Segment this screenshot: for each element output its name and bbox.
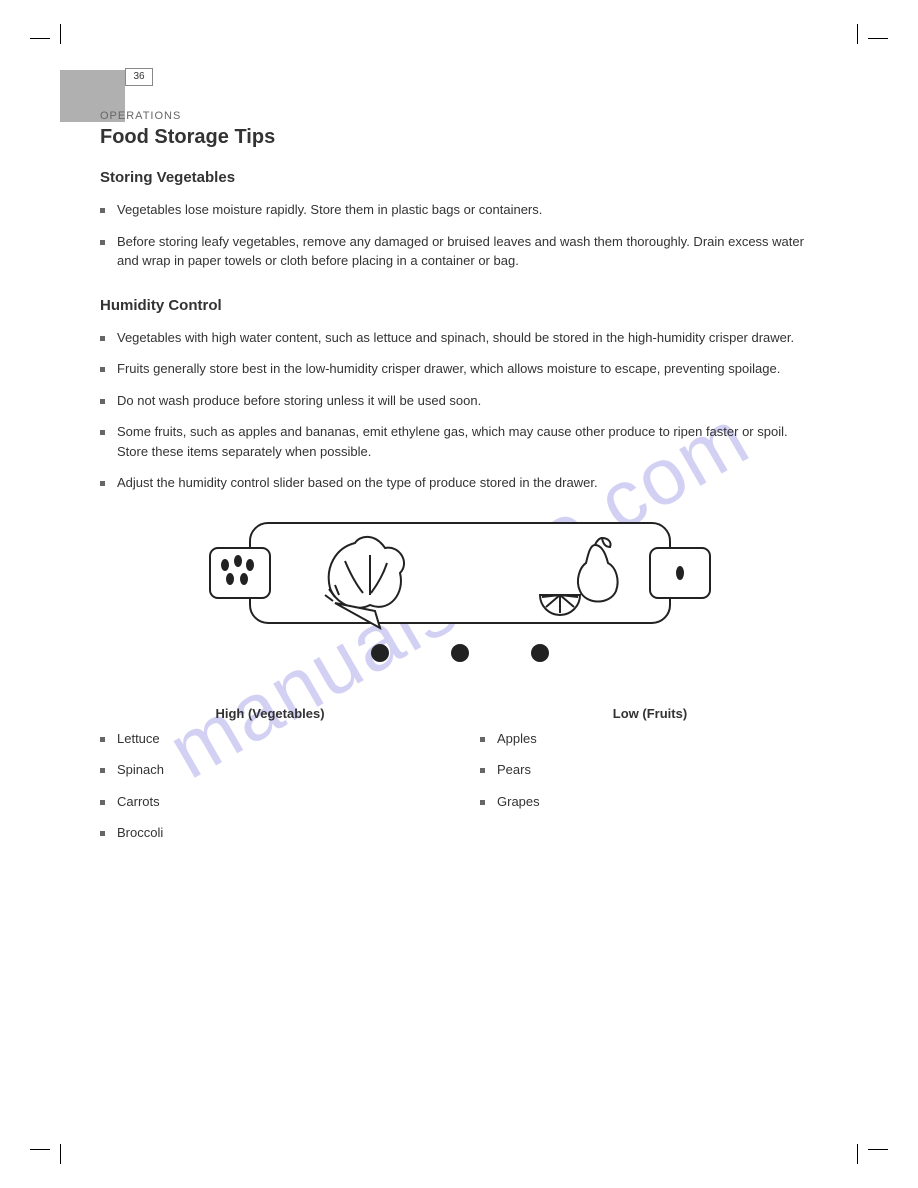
crop-mark	[857, 1144, 858, 1164]
produce-columns: High (Vegetables) Lettuce Spinach Carrots B…	[100, 706, 820, 855]
list-item: Vegetables lose moisture rapidly. Store …	[100, 200, 820, 220]
diagram-svg	[180, 513, 740, 683]
bullet-text: Spinach	[117, 760, 440, 780]
bullet-icon	[100, 831, 105, 836]
bullet-icon	[100, 481, 105, 486]
crop-mark	[868, 38, 888, 39]
list-item: Lettuce	[100, 729, 440, 749]
bullet-text: Lettuce	[117, 729, 440, 749]
bullet-icon	[100, 768, 105, 773]
bullet-text: Broccoli	[117, 823, 440, 843]
bullet-text: Apples	[497, 729, 820, 749]
bullet-icon	[480, 768, 485, 773]
bullet-icon	[480, 737, 485, 742]
bullet-text: Grapes	[497, 792, 820, 812]
column-low: Low (Fruits) Apples Pears Grapes	[480, 706, 820, 855]
subsection-heading: Storing Vegetables	[100, 169, 820, 186]
bullet-icon	[100, 399, 105, 404]
bullet-icon	[100, 367, 105, 372]
bullet-icon	[480, 800, 485, 805]
bullet-list-2: Vegetables with high water content, such…	[100, 328, 820, 493]
bullet-icon	[100, 336, 105, 341]
bullet-list-1: Vegetables lose moisture rapidly. Store …	[100, 200, 820, 271]
bullet-icon	[100, 240, 105, 245]
humidity-diagram	[100, 513, 820, 686]
list-item: Broccoli	[100, 823, 440, 843]
bullet-icon	[100, 430, 105, 435]
column-header-low: Low (Fruits)	[480, 706, 820, 721]
crop-mark	[60, 1144, 61, 1164]
list-item: Carrots	[100, 792, 440, 812]
page-number-badge: 36	[125, 68, 153, 86]
page-content: OPERATIONS Food Storage Tips Storing Veg…	[100, 110, 820, 855]
list-item: Vegetables with high water content, such…	[100, 328, 820, 348]
bullet-icon	[100, 208, 105, 213]
list-item: Some fruits, such as apples and bananas,…	[100, 422, 820, 461]
list-item: Do not wash produce before storing unles…	[100, 391, 820, 411]
crop-mark	[60, 24, 61, 44]
crop-mark	[30, 38, 50, 39]
bullet-icon	[100, 800, 105, 805]
list-item: Before storing leafy vegetables, remove …	[100, 232, 820, 271]
bullet-text: Vegetables lose moisture rapidly. Store …	[117, 200, 820, 220]
list-item: Pears	[480, 760, 820, 780]
crop-mark	[857, 24, 858, 44]
column-list-low: Apples Pears Grapes	[480, 729, 820, 812]
section-title: Food Storage Tips	[100, 126, 820, 149]
list-item: Spinach	[100, 760, 440, 780]
column-header-high: High (Vegetables)	[100, 706, 440, 721]
subsection-heading-2: Humidity Control	[100, 297, 820, 314]
list-item: Apples	[480, 729, 820, 749]
column-high: High (Vegetables) Lettuce Spinach Carrots B…	[100, 706, 440, 855]
bullet-text: Vegetables with high water content, such…	[117, 328, 820, 348]
bullet-text: Carrots	[117, 792, 440, 812]
list-item: Adjust the humidity control slider based…	[100, 473, 820, 493]
section-label: OPERATIONS	[100, 110, 820, 122]
list-item: Fruits generally store best in the low-h…	[100, 359, 820, 379]
bullet-text: Before storing leafy vegetables, remove …	[117, 232, 820, 271]
column-list-high: Lettuce Spinach Carrots Broccoli	[100, 729, 440, 843]
bullet-text: Fruits generally store best in the low-h…	[117, 359, 820, 379]
list-item: Grapes	[480, 792, 820, 812]
bullet-text: Pears	[497, 760, 820, 780]
crop-mark	[30, 1149, 50, 1150]
crop-mark	[868, 1149, 888, 1150]
bullet-text: Adjust the humidity control slider based…	[117, 473, 820, 493]
bullet-icon	[100, 737, 105, 742]
bullet-text: Do not wash produce before storing unles…	[117, 391, 820, 411]
bullet-text: Some fruits, such as apples and bananas,…	[117, 422, 820, 461]
